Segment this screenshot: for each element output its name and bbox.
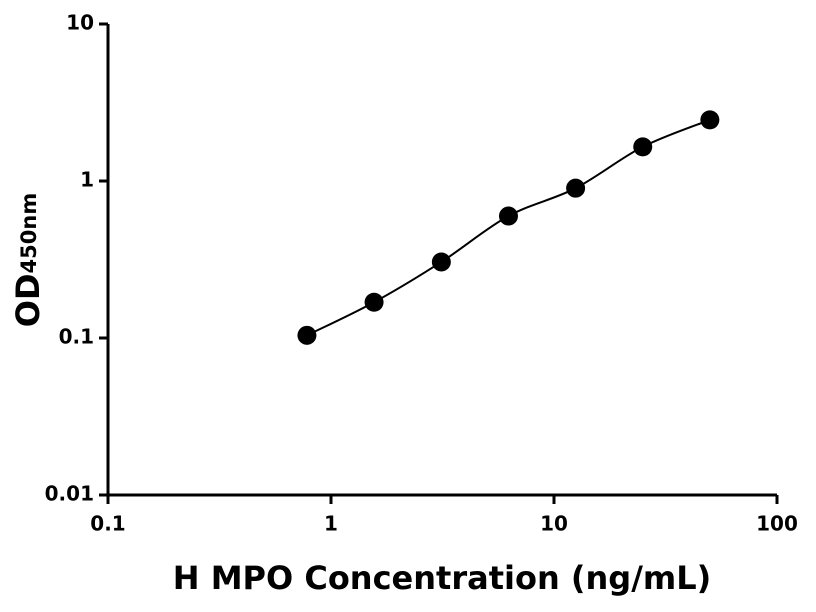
x-tick-label: 10 <box>540 512 568 536</box>
x-axis-title: H MPO Concentration (ng/mL) <box>173 559 711 597</box>
y-axis-title-main: OD <box>9 273 47 327</box>
x-tick-label: 1 <box>324 512 338 536</box>
data-point <box>498 206 518 226</box>
x-tick-label: 0.1 <box>90 512 125 536</box>
y-tick-label: 10 <box>66 11 94 35</box>
y-tick-label: 1 <box>80 168 94 192</box>
data-point <box>566 178 586 198</box>
data-point <box>297 325 317 345</box>
y-tick-label: 0.1 <box>59 325 94 349</box>
y-axis-title: OD450nm <box>9 193 47 327</box>
data-point <box>431 252 451 272</box>
data-point <box>700 110 720 130</box>
data-point <box>633 137 653 157</box>
y-axis-title-subscript: 450nm <box>17 193 41 274</box>
data-point <box>364 292 384 312</box>
x-tick-label: 100 <box>756 512 798 536</box>
y-tick-label: 0.01 <box>45 482 94 506</box>
